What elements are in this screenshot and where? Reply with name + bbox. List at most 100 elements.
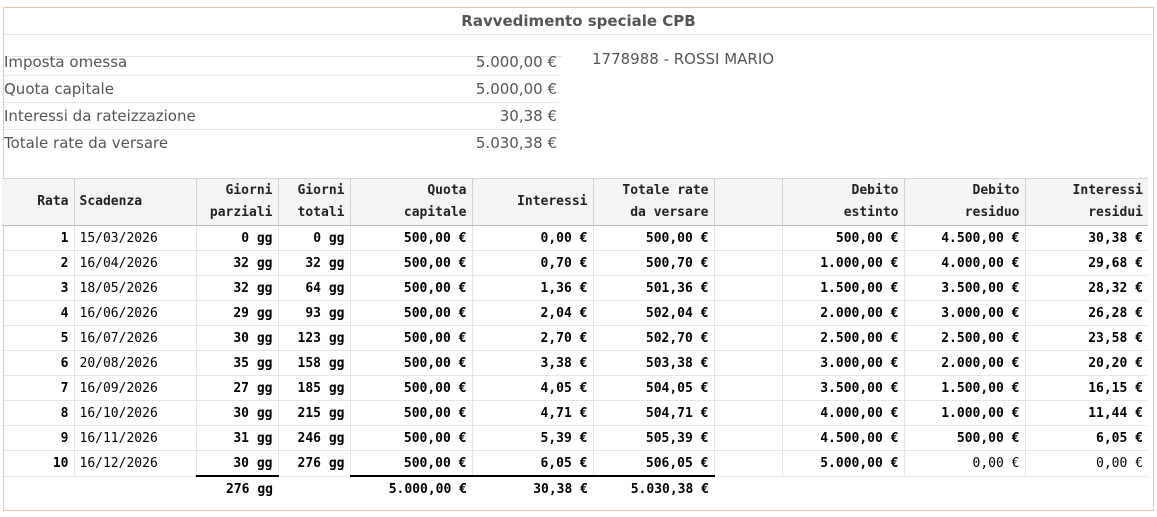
- total-rate-da-versare: 5.030,38 €: [593, 475, 714, 501]
- col-header-giorni-parziali: Giorni parziali: [196, 178, 279, 226]
- summary-row-imposta-omessa: Imposta omessa 5.000,00 €: [2, 49, 559, 76]
- summary-row-totale-rate: Totale rate da versare 5.030,38 €: [2, 130, 559, 156]
- cell-spacer: [714, 425, 783, 451]
- cell-spacer: [714, 450, 783, 477]
- cell-rata: 1: [2, 225, 75, 251]
- cell-spacer: [714, 350, 783, 376]
- cell-scadenza: 16/09/2026: [74, 375, 197, 401]
- cell-giorni-parziali: 29 gg: [196, 300, 279, 326]
- cell-debito-residuo: 2.500,00 €: [904, 325, 1026, 351]
- cell-quota-capitale: 500,00 €: [350, 250, 473, 276]
- cell-totale-rate: 500,70 €: [593, 250, 715, 276]
- cell-interessi: 0,70 €: [472, 250, 594, 276]
- total-giorni: 276 gg: [196, 475, 278, 501]
- cell-interessi: 1,36 €: [472, 275, 594, 301]
- cell-giorni-totali: 158 gg: [278, 350, 351, 376]
- total-interessi: 30,38 €: [472, 475, 593, 501]
- table-row: 7 16/09/2026 27 gg 185 gg 500,00 €4,05 €504,…: [2, 375, 1148, 401]
- summary-label: Interessi da rateizzazione: [4, 107, 196, 125]
- cell-spacer: [714, 325, 783, 351]
- cell-debito-residuo: 3.500,00 €: [904, 275, 1026, 301]
- cell-giorni-parziali: 32 gg: [196, 250, 279, 276]
- cell-scadenza: 16/04/2026: [74, 250, 197, 276]
- cell-scadenza: 20/08/2026: [74, 350, 197, 376]
- cell-giorni-totali: 123 gg: [278, 325, 351, 351]
- cell-giorni-totali: 64 gg: [278, 275, 351, 301]
- cell-interessi-residui: 11,44 €: [1025, 400, 1148, 426]
- col-header-rata: Rata: [2, 178, 75, 226]
- cell-interessi-residui: 20,20 €: [1025, 350, 1148, 376]
- col-header-giorni-totali: Giorni totali: [278, 178, 351, 226]
- table-row: 6 20/08/2026 35 gg 158 gg 500,00 €3,38 €503,…: [2, 350, 1148, 376]
- cell-quota-capitale: 500,00 €: [350, 425, 473, 451]
- summary-row-quota-capitale: Quota capitale 5.000,00 €: [2, 76, 559, 103]
- cell-interessi-residui: 26,28 €: [1025, 300, 1148, 326]
- cell-interessi: 0,00 €: [472, 225, 594, 251]
- cell-rata: 2: [2, 250, 75, 276]
- cell-debito-residuo: 1.500,00 €: [904, 375, 1026, 401]
- cell-giorni-parziali: 27 gg: [196, 375, 279, 401]
- col-header-debito-estinto: Debito estinto: [782, 178, 905, 226]
- cell-spacer: [714, 300, 783, 326]
- cell-debito-estinto: 4.000,00 €: [782, 400, 905, 426]
- cell-debito-residuo: 3.000,00 €: [904, 300, 1026, 326]
- cell-interessi-residui: 16,15 €: [1025, 375, 1148, 401]
- cell-totale-rate: 505,39 €: [593, 425, 715, 451]
- table-header-row: Rata Scadenza Giorni parziali Giorni total…: [2, 178, 1148, 226]
- cell-debito-estinto: 2.500,00 €: [782, 325, 905, 351]
- table-row: 2 16/04/2026 32 gg 32 gg 500,00 €0,70 €500,7…: [2, 250, 1148, 276]
- cell-giorni-parziali: 31 gg: [196, 425, 279, 451]
- summary-value: 30,38 €: [499, 107, 557, 125]
- summary-label: Totale rate da versare: [4, 134, 169, 152]
- cell-quota-capitale: 500,00 €: [350, 400, 473, 426]
- cell-totale-rate: 503,38 €: [593, 350, 715, 376]
- panel-title: Ravvedimento speciale CPB: [4, 8, 1153, 35]
- cell-interessi: 6,05 €: [472, 450, 594, 477]
- cell-giorni-totali: 0 gg: [278, 225, 351, 251]
- cell-quota-capitale: 500,00 €: [350, 300, 473, 326]
- cell-interessi-residui: 6,05 €: [1025, 425, 1148, 451]
- cell-debito-estinto: 2.000,00 €: [782, 300, 905, 326]
- cell-rata: 10: [2, 450, 75, 477]
- cell-debito-residuo: 4.500,00 €: [904, 225, 1026, 251]
- cell-giorni-parziali: 30 gg: [196, 450, 279, 477]
- cell-debito-estinto: 1.000,00 €: [782, 250, 905, 276]
- table-row: 3 18/05/2026 32 gg 64 gg 500,00 €1,36 €501,3…: [2, 275, 1148, 301]
- table-row: 4 16/06/2026 29 gg 93 gg 500,00 €2,04 €502,0…: [2, 300, 1148, 326]
- installments-table: Rata Scadenza Giorni parziali Giorni total…: [2, 178, 1148, 501]
- cell-totale-rate: 502,04 €: [593, 300, 715, 326]
- cell-scadenza: 16/10/2026: [74, 400, 197, 426]
- cell-interessi: 2,70 €: [472, 325, 594, 351]
- cell-quota-capitale: 500,00 €: [350, 375, 473, 401]
- cell-debito-residuo: 0,00 €: [904, 450, 1026, 477]
- cell-debito-residuo: 1.000,00 €: [904, 400, 1026, 426]
- col-header-totale-rate: Totale rate da versare: [593, 178, 715, 226]
- cell-debito-estinto: 1.500,00 €: [782, 275, 905, 301]
- cell-scadenza: 16/12/2026: [74, 450, 197, 477]
- cell-spacer: [714, 225, 783, 251]
- cell-interessi: 5,39 €: [472, 425, 594, 451]
- cell-quota-capitale: 500,00 €: [350, 325, 473, 351]
- cell-totale-rate: 502,70 €: [593, 325, 715, 351]
- cell-debito-residuo: 500,00 €: [904, 425, 1026, 451]
- cell-giorni-parziali: 35 gg: [196, 350, 279, 376]
- cell-spacer: [714, 375, 783, 401]
- cell-giorni-parziali: 30 gg: [196, 325, 279, 351]
- summary-list: Imposta omessa 5.000,00 € Quota capitale…: [2, 49, 559, 156]
- cell-giorni-parziali: 32 gg: [196, 275, 279, 301]
- cell-spacer: [714, 250, 783, 276]
- cell-scadenza: 16/07/2026: [74, 325, 197, 351]
- cell-rata: 7: [2, 375, 75, 401]
- cell-interessi: 4,05 €: [472, 375, 594, 401]
- cell-quota-capitale: 500,00 €: [350, 350, 473, 376]
- cell-giorni-totali: 215 gg: [278, 400, 351, 426]
- cell-interessi-residui: 30,38 €: [1025, 225, 1148, 251]
- cell-interessi-residui: 0,00 €: [1025, 450, 1148, 477]
- table-row: 5 16/07/2026 30 gg 123 gg 500,00 €2,70 €502,…: [2, 325, 1148, 351]
- col-header-interessi-residui: Interessi residui: [1025, 178, 1148, 226]
- cell-giorni-parziali: 0 gg: [196, 225, 279, 251]
- cell-rata: 3: [2, 275, 75, 301]
- cell-totale-rate: 500,00 €: [593, 225, 715, 251]
- summary-label: Quota capitale: [4, 80, 114, 98]
- cell-giorni-totali: 276 gg: [278, 450, 351, 477]
